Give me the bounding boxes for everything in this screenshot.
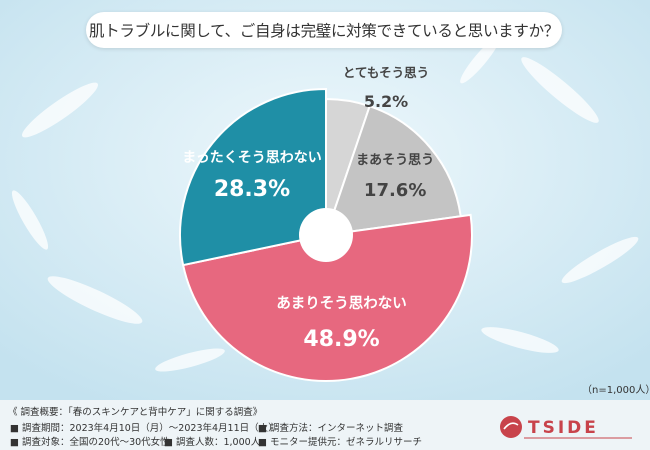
tside-logo: TSIDE (500, 416, 632, 439)
pie-chart: とてもそう思う 5.2% まあそう思う 17.6% あまりそう思わない 48.9% まったく… (179, 65, 473, 382)
survey-summary: 《 調査概要：「春のスキンケアと背中ケア」に関する調査》 (8, 407, 263, 418)
slice-value: 48.9% (303, 327, 379, 352)
slice-label: まったくそう思わない (182, 150, 321, 166)
chart-title: 肌トラブルに関して、ご自身は完璧に対策できていると思いますか？ (86, 12, 562, 48)
slice-value: 17.6% (364, 180, 426, 201)
tside-logo-mark (500, 416, 522, 438)
survey-method: ■ 調査方法：インターネット調査 (258, 423, 403, 434)
survey-footer: 《 調査概要：「春のスキンケアと背中ケア」に関する調査》 ■ 調査期間：2023… (0, 400, 650, 450)
survey-period: ■ 調査期間：2023年4月10日（月）～2023年4月11日（火） (10, 423, 278, 434)
survey-provider: ■ モニター提供元：ゼネラルリサーチ (258, 437, 422, 448)
slice-label: とてもそう思う (343, 65, 429, 80)
pie-slice (181, 213, 473, 382)
tside-logo-text: TSIDE (528, 418, 599, 438)
pie-slice (179, 87, 327, 267)
survey-target: ■ 調査対象：全国の20代～30代女性 (10, 437, 170, 448)
survey-count: ■ 調査人数：1,000人 (164, 437, 261, 448)
slice-value: 28.3% (214, 177, 290, 202)
pie-center-hole (299, 208, 353, 262)
slice-label: まあそう思う (356, 153, 434, 168)
slice-value: 5.2% (364, 92, 408, 111)
sample-size-note: （n=1,000人） (582, 385, 650, 396)
pie-slice (324, 104, 462, 237)
slice-label: あまりそう思わない (276, 295, 407, 312)
